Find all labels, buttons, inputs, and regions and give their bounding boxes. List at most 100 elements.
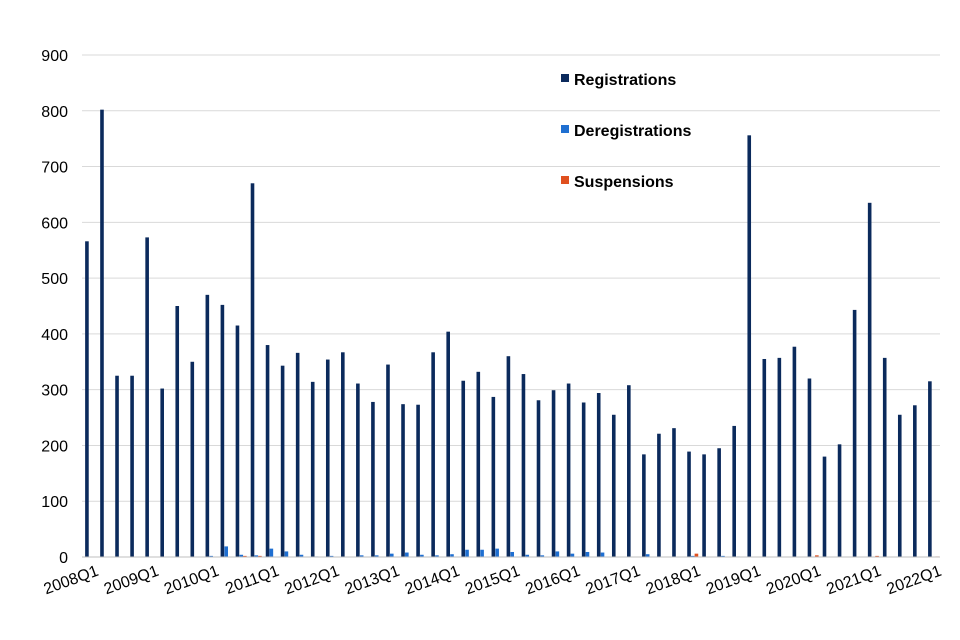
registrations-bar (175, 306, 180, 557)
y-tick-label: 700 (41, 160, 68, 177)
registrations-bar (822, 456, 827, 557)
registrations-bar (476, 371, 481, 557)
x-tick-label: 2016Q1 (523, 563, 582, 598)
series-suspensions (243, 553, 940, 557)
registrations-bar (687, 451, 691, 557)
registrations-bar (491, 396, 496, 557)
x-tick-label: 2011Q1 (223, 563, 281, 598)
deregistrations-bar (435, 555, 439, 557)
gridlines (82, 54, 940, 502)
registrations-bar (130, 375, 134, 557)
deregistrations-bar (269, 548, 274, 557)
legend-label: Deregistrations (574, 123, 691, 140)
registrations-bar (190, 361, 195, 557)
registrations-bar (265, 345, 270, 557)
registrations-bar (371, 401, 375, 557)
series-registrations (85, 109, 932, 558)
deregistrations-bar (480, 549, 484, 557)
deregistrations-bar (359, 555, 364, 557)
x-tick-label: 2012Q1 (282, 563, 341, 598)
suspensions-bar (694, 553, 699, 557)
registrations-bar (777, 357, 782, 557)
registrations-bar (928, 381, 932, 557)
suspensions-bar (875, 555, 879, 557)
deregistrations-bar (239, 554, 244, 557)
series-deregistrations (209, 546, 740, 557)
registrations-bar (551, 390, 556, 557)
registrations-bar (461, 380, 466, 557)
registrations-bar (596, 393, 601, 557)
registrations-bar (717, 448, 721, 557)
registrations-bar (702, 454, 706, 557)
registrations-bar (325, 359, 330, 557)
x-tick-label: 2015Q1 (463, 563, 522, 598)
x-tick-label: 2021Q1 (824, 563, 883, 598)
registrations-bar (100, 109, 104, 557)
registrations-bar (416, 404, 420, 557)
deregistrations-bar (450, 554, 454, 557)
registrations-bar (762, 358, 767, 557)
deregistrations-bar (209, 555, 213, 557)
registrations-bar (220, 304, 225, 557)
deregistrations-bar (284, 551, 289, 557)
registrations-bar (566, 383, 571, 557)
legend-swatch (561, 176, 569, 184)
x-tick-label: 2008Q1 (42, 563, 101, 598)
registrations-bar (341, 352, 345, 557)
deregistrations-bar (420, 554, 424, 557)
y-tick-label: 300 (41, 383, 68, 400)
legend-label: Suspensions (574, 174, 674, 191)
deregistrations-bar (540, 555, 545, 557)
registrations-bar (356, 383, 360, 557)
registrations-bar (115, 375, 119, 557)
registrations-bar (867, 202, 872, 558)
x-tick-label: 2014Q1 (403, 563, 462, 598)
legend-swatch (561, 125, 569, 133)
x-tick-label: 2017Q1 (583, 563, 642, 598)
y-axis-ticks: 0 100 200 300 400 500 600 700 800 900 (41, 48, 68, 567)
deregistrations-bar (299, 554, 304, 557)
x-tick-label: 2009Q1 (102, 563, 161, 598)
x-tick-label: 2010Q1 (162, 563, 221, 598)
y-tick-label: 900 (41, 48, 68, 65)
registrations-bar (792, 346, 797, 557)
registrations-bar (446, 331, 450, 557)
x-tick-label: 2013Q1 (343, 563, 402, 598)
x-tick-label: 2019Q1 (704, 563, 763, 598)
y-tick-label: 800 (41, 104, 68, 121)
registrations-bar (521, 374, 526, 557)
legend-label: Registrations (574, 72, 676, 89)
registrations-bar (431, 352, 435, 557)
deregistrations-bar (585, 551, 590, 557)
registrations-bar (295, 352, 300, 557)
x-tick-label: 2022Q1 (885, 563, 944, 598)
registrations-bar (642, 454, 646, 557)
registrations-bar (536, 400, 541, 557)
registrations-bar (250, 183, 255, 558)
deregistrations-bar (224, 546, 228, 557)
registrations-bar (882, 357, 887, 557)
registrations-bar (506, 356, 511, 557)
registrations-bar (235, 325, 240, 557)
registrations-bar (581, 402, 586, 557)
x-tick-label: 2020Q1 (764, 563, 823, 598)
legend-swatch (561, 74, 569, 82)
suspensions-bar (243, 555, 247, 557)
registrations-bar (401, 404, 405, 557)
y-tick-label: 200 (41, 438, 68, 455)
registrations-bar (747, 135, 752, 557)
deregistrations-bar (555, 551, 560, 557)
registrations-bar (145, 237, 149, 558)
registrations-bar (913, 405, 917, 557)
registrations-bar (672, 428, 676, 557)
deregistrations-bar (374, 555, 379, 557)
deregistrations-bar (600, 552, 605, 557)
registrations-bar (627, 385, 631, 557)
deregistrations-bar (389, 553, 394, 557)
registrations-bar (85, 241, 89, 557)
legend: Registrations Deregistrations Suspensions (561, 72, 691, 191)
y-tick-label: 100 (41, 494, 68, 511)
deregistrations-bar (570, 553, 575, 557)
registrations-bar (205, 294, 210, 557)
deregistrations-bar (525, 554, 530, 557)
